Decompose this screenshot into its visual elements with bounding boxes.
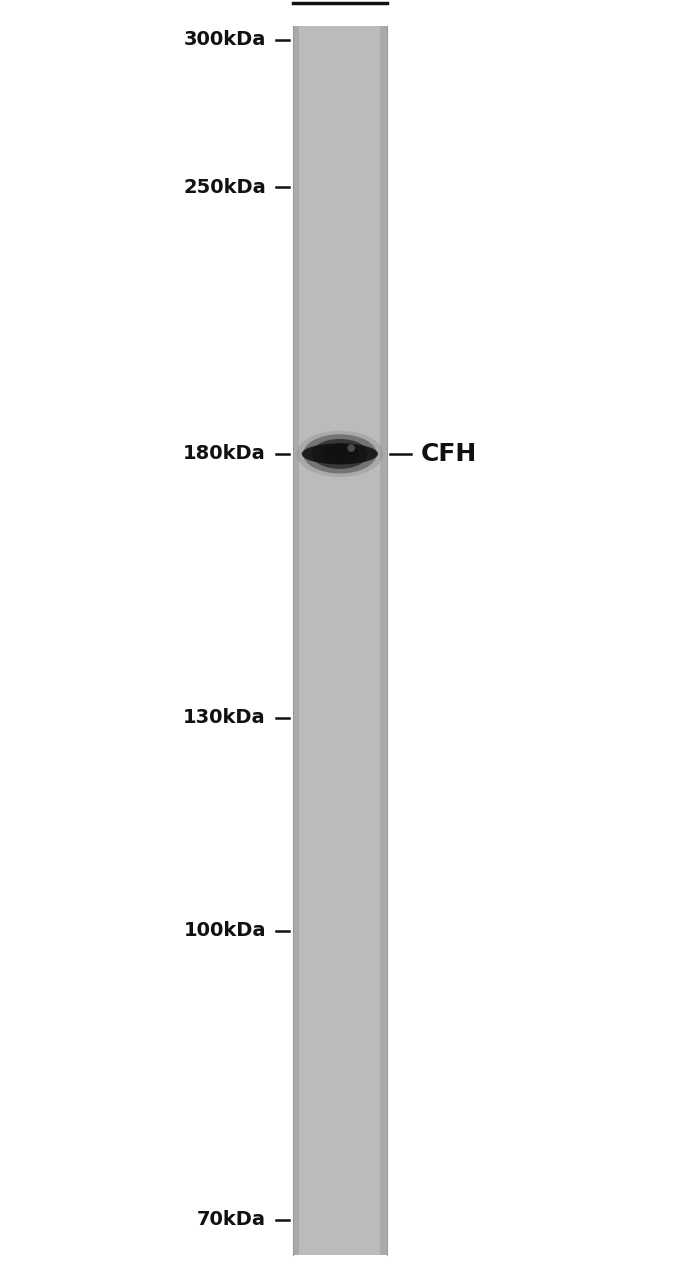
- Ellipse shape: [347, 444, 355, 452]
- Ellipse shape: [312, 439, 368, 468]
- Ellipse shape: [302, 443, 378, 465]
- Ellipse shape: [297, 431, 383, 477]
- Ellipse shape: [303, 434, 377, 474]
- Text: 180kDa: 180kDa: [183, 444, 266, 463]
- Bar: [293, 26, 387, 1256]
- Text: 70kDa: 70kDa: [197, 1211, 266, 1229]
- Text: 130kDa: 130kDa: [183, 708, 266, 727]
- Bar: [380, 26, 387, 1256]
- Text: 300kDa: 300kDa: [184, 29, 266, 49]
- Text: CFH: CFH: [421, 442, 477, 466]
- Text: 100kDa: 100kDa: [183, 922, 266, 940]
- Bar: [293, 26, 299, 1256]
- Ellipse shape: [320, 443, 359, 465]
- Text: 250kDa: 250kDa: [183, 178, 266, 197]
